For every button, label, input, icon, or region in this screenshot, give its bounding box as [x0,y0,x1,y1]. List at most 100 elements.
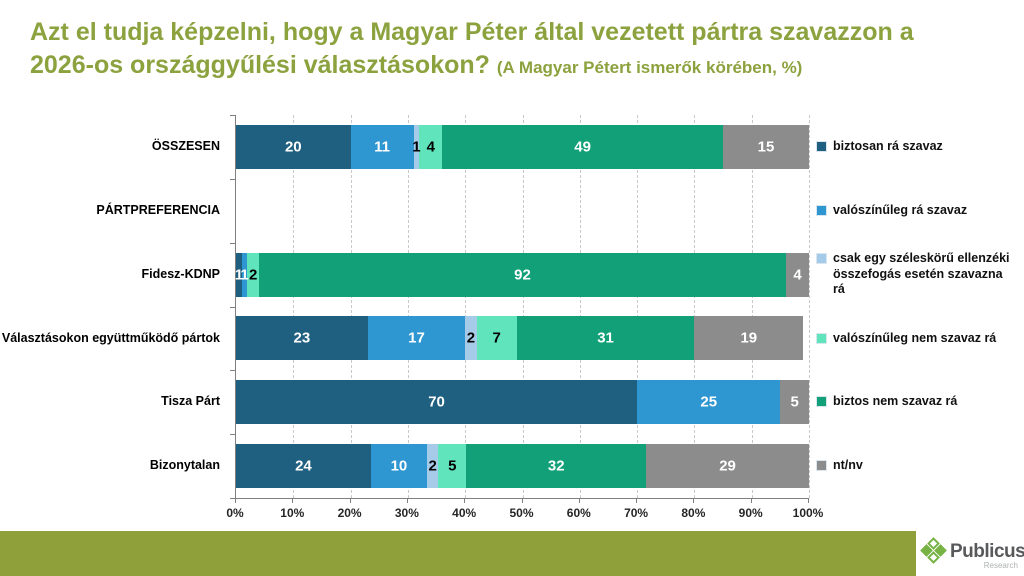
x-axis-tick-label: 80% [681,506,706,520]
segment-value: 15 [757,138,775,156]
category-row: Tisza Párt [0,370,228,434]
x-axis-tick [750,498,752,503]
bar-segment: 2 [247,252,259,297]
footer-band [0,531,916,576]
gridline [751,115,753,498]
segment-value: 1 [234,266,244,284]
legend-swatch [816,460,827,472]
segment-value: 10 [390,457,408,475]
x-axis-tick-label: 0% [226,506,244,520]
y-axis-tick [230,370,235,372]
legend-row: valószínűleg rá szavaz [816,179,1022,243]
legend-item: nt/nv [816,458,863,474]
bar-segment: 7 [476,316,517,361]
stacked-bar: 1 1 2 92 4 [234,252,809,297]
x-axis-tick-label: 20% [337,506,362,520]
gridline [465,115,467,498]
x-axis-tick-label: 50% [509,506,534,520]
legend-label: nt/nv [833,458,863,473]
title-line-2-main: 2026-os országgyűlési választásokon? [30,50,490,79]
bar-segment: 15 [723,124,809,169]
x-axis-tick [292,498,294,503]
y-axis-tick [230,434,235,436]
segment-value: 19 [740,329,758,347]
bar-segment: 5 [780,380,809,425]
gridline [350,115,352,498]
stacked-bar: 70 25 5 [236,380,809,425]
y-axis-tick [230,115,235,116]
x-axis-tick-label: 60% [566,506,591,520]
bar-segment: 1 [240,252,249,297]
legend-item: valószínűleg rá szavaz [816,203,967,219]
legend-item: csak egy széleskörű ellenzéki összefogás… [816,251,1015,298]
legend-swatch [816,332,827,344]
legend-item: valószínűleg nem szavaz rá [816,331,996,347]
bar-segment: 1 [412,124,421,169]
legend-row: biztos nem szavaz rá [816,370,1022,434]
bar-segment: 23 [236,316,368,361]
bar-segment: 25 [637,380,781,425]
x-axis-tick [578,498,580,503]
category-row: Fidesz-KDNP [0,243,228,307]
bar-segment: 31 [516,316,695,361]
segment-value: 24 [295,457,312,475]
category-row: Választásokon együttműködő pártok [0,306,228,370]
legend-row: biztosan rá szavaz [816,115,1022,179]
x-axis-tick [406,498,408,503]
bar-segment: 2 [427,444,439,489]
x-axis-tick-label: 100% [792,506,824,520]
legend-item: biztos nem szavaz rá [816,394,957,410]
segment-value: 7 [492,329,501,347]
bar-row: 24 10 2 5 32 29 [236,434,809,498]
gridline [407,115,409,498]
bar-segment: 2 [465,316,477,361]
segment-value: 29 [719,457,736,475]
bar-segment: 24 [236,444,371,489]
legend-row: nt/nv [816,434,1022,498]
segment-value: 70 [428,393,445,411]
gridline [293,115,295,498]
gridline [637,115,639,498]
category-label: ÖSSZESEN [151,139,220,154]
segment-value: 32 [547,457,565,475]
legend-item: biztosan rá szavaz [816,139,943,155]
bar-segment: 17 [367,316,466,361]
gridline [694,115,696,498]
bar-segment: 32 [466,444,647,489]
bar-row: 23 17 2 7 31 19 [236,306,809,370]
segment-value: 31 [597,329,614,347]
category-row: PÁRTPREFERENCIA [0,179,228,243]
bar-segment: 11 [350,124,414,169]
x-axis-tick [235,498,236,503]
x-axis-tick-label: 30% [394,506,419,520]
title-subtitle: (A Magyar Pétert ismerők körében, %) [496,57,803,77]
stacked-bar: 23 17 2 7 31 19 [236,316,809,361]
segment-value: 2 [428,457,437,475]
x-axis-tick [693,498,695,503]
x-axis-tick [521,498,523,503]
bar-segment: 4 [419,124,443,169]
segment-value: 11 [374,138,391,156]
x-axis-tick [808,498,809,503]
legend-label: csak egy széleskörű ellenzéki összefogás… [833,251,1010,297]
legend-swatch [816,396,827,408]
bar-segment: 10 [370,444,427,489]
segment-value: 1 [412,138,421,156]
segment-value: 4 [793,266,802,284]
category-label: Bizonytalan [149,458,220,473]
publicus-logo: Publicus Research [916,531,1024,576]
brand-subname: Research [983,561,1018,570]
legend-swatch [816,141,827,153]
legend-swatch [816,204,827,216]
segment-value: 5 [448,457,457,475]
segment-value: 2 [466,329,476,347]
category-label: Tisza Párt [161,394,220,409]
segment-value: 23 [293,329,311,347]
bar-segment: 19 [694,316,804,361]
legend-label: valószínűleg nem szavaz rá [833,330,997,345]
bar-segment: 29 [646,444,809,489]
y-axis-tick [230,306,235,308]
bar-row: 1 1 2 92 4 [234,243,809,307]
x-axis-tick-label: 40% [452,506,477,520]
legend-label: biztos nem szavaz rá [833,394,958,409]
